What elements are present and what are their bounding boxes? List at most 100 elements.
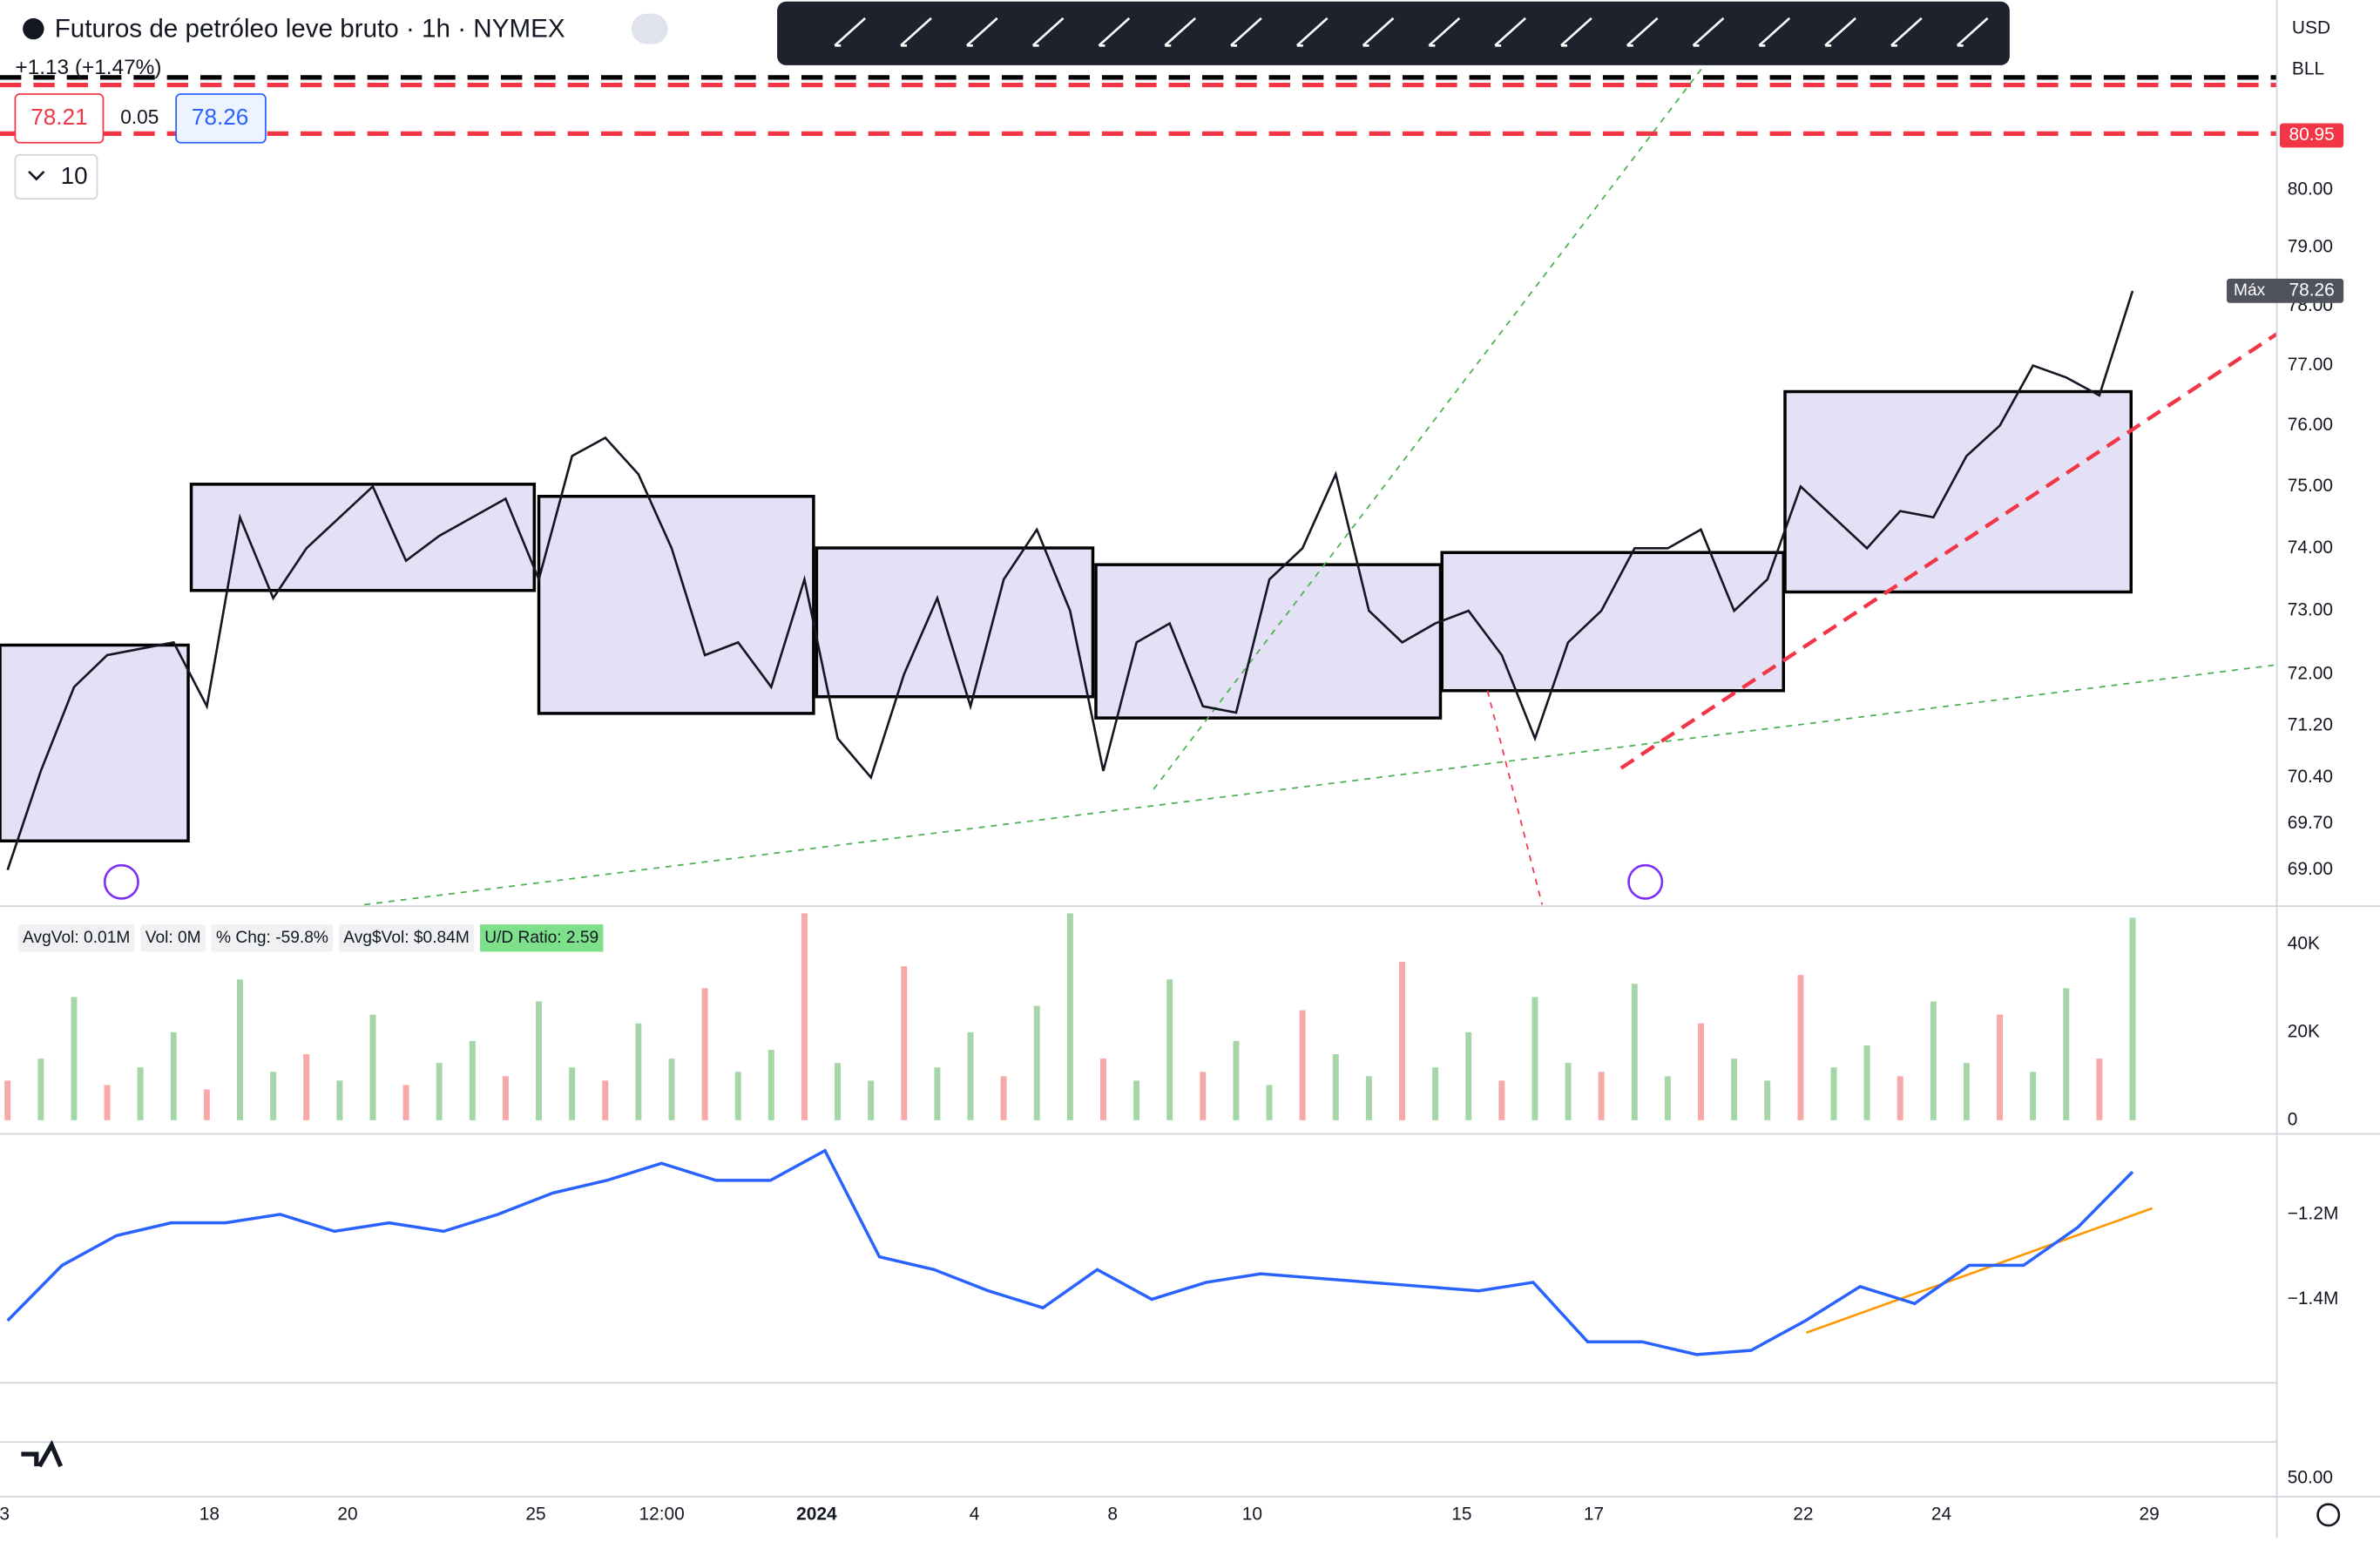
volume-bar bbox=[436, 1063, 443, 1120]
time-label: 18 bbox=[199, 1504, 220, 1524]
trend-line bbox=[364, 664, 2277, 906]
indicator-label-bg bbox=[140, 924, 206, 952]
time-label: 8 bbox=[1107, 1504, 1118, 1524]
trend-line bbox=[1619, 332, 2278, 770]
tool-button[interactable] bbox=[1692, 17, 1725, 47]
time-label: 25 bbox=[525, 1504, 545, 1524]
volume-bar bbox=[469, 1040, 476, 1120]
time-label: 22 bbox=[1793, 1504, 1813, 1524]
currency[interactable]: USD bbox=[2292, 18, 2330, 38]
volume-bar bbox=[569, 1067, 576, 1120]
event-icon[interactable] bbox=[103, 863, 139, 900]
price-tick-label: 72.00 bbox=[2288, 663, 2333, 683]
tool-button[interactable] bbox=[834, 17, 867, 47]
tool-button[interactable] bbox=[1824, 17, 1856, 47]
tool-button[interactable] bbox=[1494, 17, 1526, 47]
tool-button[interactable] bbox=[1031, 17, 1065, 47]
tool-button[interactable] bbox=[1428, 17, 1461, 47]
time-label: 24 bbox=[1931, 1504, 1951, 1524]
volume-bar bbox=[1166, 979, 1173, 1120]
tool-button[interactable] bbox=[1560, 17, 1592, 47]
bid[interactable]: 78.21 bbox=[30, 104, 87, 130]
price-tick-label: 70.40 bbox=[2288, 767, 2333, 787]
volume-bar bbox=[602, 1080, 609, 1120]
volume-bar bbox=[536, 1001, 543, 1120]
settings-button[interactable] bbox=[2316, 1503, 2341, 1527]
tool-button[interactable] bbox=[1230, 17, 1262, 47]
volume-tick-label: 40K bbox=[2288, 933, 2320, 953]
price-tick-label: 71.20 bbox=[2288, 714, 2333, 734]
tool-button[interactable] bbox=[1956, 17, 1989, 47]
indicator-label-bg bbox=[17, 924, 135, 952]
buy-button[interactable] bbox=[175, 93, 267, 144]
indicator-label-bg bbox=[211, 924, 334, 952]
volume-bar bbox=[767, 1050, 774, 1120]
spread: 0.05 bbox=[120, 105, 159, 128]
alert-tag bbox=[2280, 123, 2344, 148]
trend-line bbox=[1486, 690, 1544, 905]
price-tick-label: 77.00 bbox=[2288, 355, 2333, 375]
time-label: 17 bbox=[1584, 1504, 1604, 1524]
value-areas bbox=[0, 389, 2133, 843]
tool-button[interactable] bbox=[1295, 17, 1329, 47]
tool-button[interactable] bbox=[900, 17, 932, 47]
quantity-box[interactable] bbox=[14, 153, 98, 200]
volume-bar bbox=[2129, 917, 2136, 1120]
collapse-button[interactable] bbox=[631, 13, 668, 44]
interval[interactable]: 10 bbox=[61, 162, 88, 189]
volume-bar bbox=[2063, 988, 2070, 1120]
tool-button[interactable] bbox=[1164, 17, 1196, 47]
tool-button[interactable] bbox=[1098, 17, 1131, 47]
volume-bar bbox=[835, 1063, 842, 1120]
ask[interactable]: 78.26 bbox=[192, 104, 248, 130]
volume-bar bbox=[1963, 1063, 1970, 1120]
logo bbox=[21, 1439, 64, 1468]
time-label: 4 bbox=[970, 1504, 980, 1524]
volume-bar bbox=[303, 1054, 310, 1120]
volume-bar bbox=[1930, 1001, 1937, 1120]
tool-button[interactable] bbox=[1758, 17, 1791, 47]
volume-bar bbox=[1531, 997, 1538, 1120]
volume-bar bbox=[1000, 1076, 1007, 1120]
volume-bar bbox=[1332, 1054, 1339, 1120]
time-label: 29 bbox=[2140, 1504, 2160, 1524]
tool-button[interactable] bbox=[1362, 17, 1395, 47]
volume-bar bbox=[734, 1072, 741, 1120]
volume-bar bbox=[502, 1076, 509, 1120]
volume-bar bbox=[369, 1014, 376, 1120]
volume-bar bbox=[402, 1085, 409, 1120]
tool-button[interactable] bbox=[966, 17, 998, 47]
price-tick-label: 79.00 bbox=[2288, 237, 2333, 257]
price-tick-label: 73.00 bbox=[2288, 600, 2333, 620]
price-tick-label: 80.00 bbox=[2288, 179, 2333, 199]
unit[interactable]: BLL bbox=[2292, 59, 2324, 79]
price-line bbox=[6, 290, 2134, 870]
volume-bar bbox=[934, 1067, 941, 1120]
alert-price: 80.95 bbox=[2289, 125, 2334, 145]
sell-button[interactable] bbox=[14, 93, 105, 144]
volume-bar bbox=[801, 913, 808, 1120]
indicator-label: AvgVol: 0.01M bbox=[23, 929, 130, 947]
volume-bar bbox=[1399, 962, 1405, 1120]
currency-selector[interactable] bbox=[2281, 7, 2373, 51]
volume-bar bbox=[37, 1058, 44, 1120]
volume-bar bbox=[4, 1080, 11, 1120]
event-icon[interactable] bbox=[1627, 863, 1664, 900]
symbol-title[interactable]: Futuros de petróleo leve bruto · 1h · NY… bbox=[55, 15, 565, 44]
tool-button[interactable] bbox=[1626, 17, 1659, 47]
volume-bar bbox=[1266, 1085, 1273, 1120]
volume-bar bbox=[1698, 1023, 1705, 1120]
volume-bar bbox=[71, 997, 78, 1120]
volume-bar bbox=[868, 1080, 875, 1120]
volume-bar bbox=[2096, 1058, 2103, 1120]
indicator-label-bg bbox=[339, 924, 475, 952]
tool-button[interactable] bbox=[1890, 17, 1923, 47]
volume-bar bbox=[1299, 1010, 1306, 1120]
volume-bar bbox=[1764, 1080, 1771, 1120]
price-tick-label: 74.00 bbox=[2288, 538, 2333, 558]
volume-bar bbox=[336, 1080, 343, 1120]
volume-bar bbox=[137, 1067, 144, 1120]
price-tick-label: 75.00 bbox=[2288, 476, 2333, 496]
